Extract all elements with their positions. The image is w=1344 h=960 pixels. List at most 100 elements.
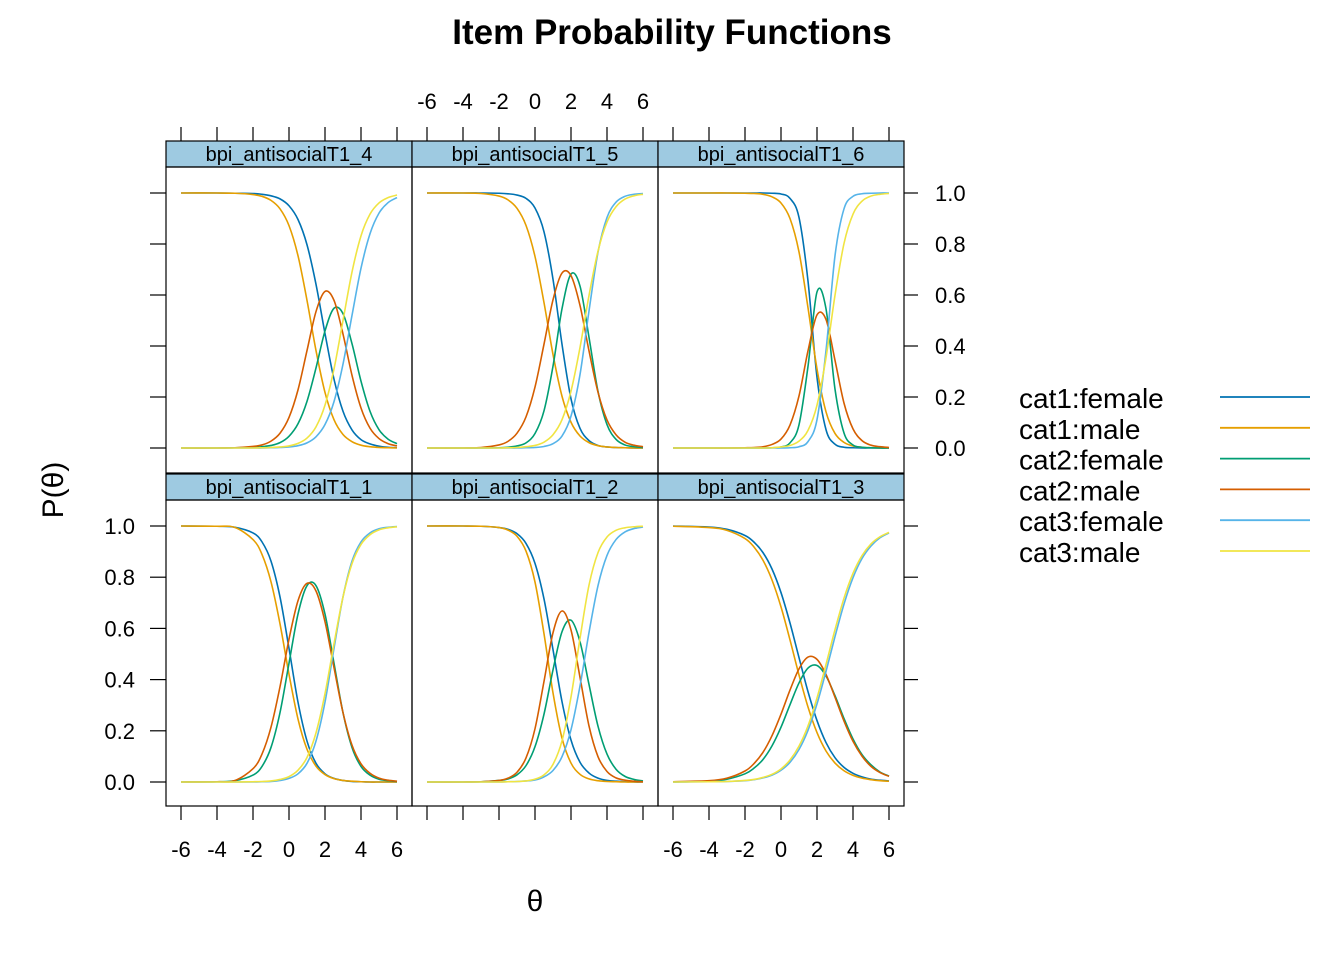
series-line-cat2-male — [180, 582, 398, 783]
strip-title: bpi_antisocialT1_4 — [206, 144, 373, 166]
panel: bpi_antisocialT1_3 — [657, 473, 905, 807]
x-tick-label: 4 — [355, 837, 367, 862]
series-line-cat1-female — [427, 192, 644, 449]
legend-label: cat1:male — [1019, 414, 1140, 445]
y-tick-label: 0.6 — [935, 283, 966, 308]
legend-label: cat3:female — [1019, 506, 1164, 537]
x-tick-label: -6 — [663, 837, 683, 862]
series-line-cat1-female — [180, 192, 398, 449]
series-line-cat3-male — [427, 525, 644, 783]
x-tick-label: 4 — [601, 89, 613, 114]
series-line-cat3-female — [673, 192, 890, 449]
series-line-cat1-female — [180, 525, 397, 783]
strip — [165, 140, 413, 168]
panel-frame — [411, 166, 659, 474]
y-tick-label: 0.4 — [104, 668, 135, 693]
panel-frame — [657, 166, 905, 474]
panel: bpi_antisocialT1_5 — [411, 140, 659, 474]
x-tick-label: 2 — [319, 837, 331, 862]
legend-label: cat2:female — [1019, 445, 1164, 476]
y-tick-label: 0.8 — [935, 232, 966, 257]
legend-label: cat1:female — [1019, 383, 1164, 414]
legend-item: cat1:female — [1019, 383, 1310, 414]
x-tick-label: -6 — [417, 89, 437, 114]
series-line-cat1-male — [672, 525, 890, 783]
legend-item: cat3:female — [1019, 506, 1310, 537]
x-tick-label: 4 — [847, 837, 859, 862]
series-line-cat3-female — [427, 192, 644, 449]
x-tick-label: 2 — [811, 837, 823, 862]
strip-title: bpi_antisocialT1_5 — [452, 144, 619, 166]
series-line-cat1-male — [180, 192, 398, 449]
y-axis-label: P(θ) — [37, 462, 70, 519]
x-tick-label: -2 — [243, 837, 263, 862]
legend-label: cat3:male — [1019, 537, 1140, 568]
y-tick-label: 1.0 — [104, 514, 135, 539]
series-line-cat2-female — [427, 272, 644, 449]
panel-frame — [411, 499, 659, 807]
strip — [411, 140, 659, 168]
series-line-cat2-male — [426, 610, 644, 783]
panel: bpi_antisocialT1_2 — [411, 473, 659, 807]
series-line-cat2-male — [672, 655, 890, 783]
axes: -6 -4 -2 0 2 4 6-6 -4 -2 0 2 4 6-6 -4 -2 0 2 4 60.00.20.40… — [104, 89, 965, 862]
y-tick-label: 0.0 — [935, 436, 966, 461]
x-tick-label: 0 — [529, 89, 541, 114]
series-line-cat2-female — [426, 619, 644, 783]
panel-frame — [165, 166, 413, 474]
series-line-cat2-female — [673, 287, 890, 449]
x-tick-label: 0 — [775, 837, 787, 862]
x-tick-label: 0 — [283, 837, 295, 862]
series-line-cat3-male — [673, 192, 890, 449]
x-tick-label: 2 — [565, 89, 577, 114]
y-tick-label: 0.2 — [104, 719, 135, 744]
legend: cat1:femalecat1:malecat2:femalecat2:male… — [1019, 383, 1310, 568]
x-tick-label: 6 — [391, 837, 403, 862]
series-line-cat2-male — [673, 311, 890, 449]
x-tick-label: -6 — [171, 837, 191, 862]
x-tick-label: -2 — [735, 837, 755, 862]
series-line-cat2-female — [180, 581, 398, 783]
series-line-cat3-male — [181, 525, 398, 783]
panels: bpi_antisocialT1_4 bpi_antisocialT1_5 bpi_… — [165, 140, 905, 807]
y-tick-label: 0.2 — [935, 385, 966, 410]
strip-title: bpi_antisocialT1_2 — [452, 477, 619, 499]
y-tick-label: 0.6 — [104, 616, 135, 641]
strip-title: bpi_antisocialT1_3 — [698, 477, 865, 499]
panel: bpi_antisocialT1_4 — [165, 140, 413, 474]
series-line-cat3-male — [181, 194, 398, 449]
x-tick-label: -2 — [489, 89, 509, 114]
y-tick-label: 1.0 — [935, 181, 966, 206]
series-line-cat3-female — [181, 196, 398, 449]
series-line-cat2-male — [426, 269, 644, 449]
series-line-cat2-female — [672, 664, 890, 783]
y-tick-label: 0.4 — [935, 334, 966, 359]
series-line-cat3-female — [181, 525, 398, 783]
y-tick-label: 0.0 — [104, 770, 135, 795]
panel: bpi_antisocialT1_1 — [165, 473, 413, 807]
x-tick-label: -4 — [207, 837, 227, 862]
panel: bpi_antisocialT1_6 — [657, 140, 905, 474]
x-tick-label: -4 — [453, 89, 473, 114]
x-tick-label: -4 — [699, 837, 719, 862]
chart-title: Item Probability Functions — [452, 13, 891, 52]
legend-item: cat2:male — [1019, 475, 1310, 506]
series-line-cat3-male — [427, 193, 644, 449]
series-line-cat1-male — [426, 192, 644, 449]
series-line-cat1-male — [180, 525, 397, 783]
series-line-cat1-female — [673, 192, 889, 449]
series-line-cat1-male — [426, 525, 643, 783]
legend-item: cat3:male — [1019, 537, 1310, 568]
series-line-cat3-male — [672, 531, 890, 783]
strip-title: bpi_antisocialT1_6 — [698, 144, 865, 166]
strip-title: bpi_antisocialT1_1 — [206, 477, 373, 499]
legend-label: cat2:male — [1019, 475, 1140, 506]
series-line-cat1-male — [673, 192, 890, 449]
series-line-cat2-male — [180, 290, 398, 449]
x-tick-label: 6 — [637, 89, 649, 114]
legend-item: cat1:male — [1019, 414, 1310, 445]
legend-item: cat2:female — [1019, 445, 1310, 476]
x-axis-label: θ — [527, 885, 544, 918]
x-tick-label: 6 — [883, 837, 895, 862]
